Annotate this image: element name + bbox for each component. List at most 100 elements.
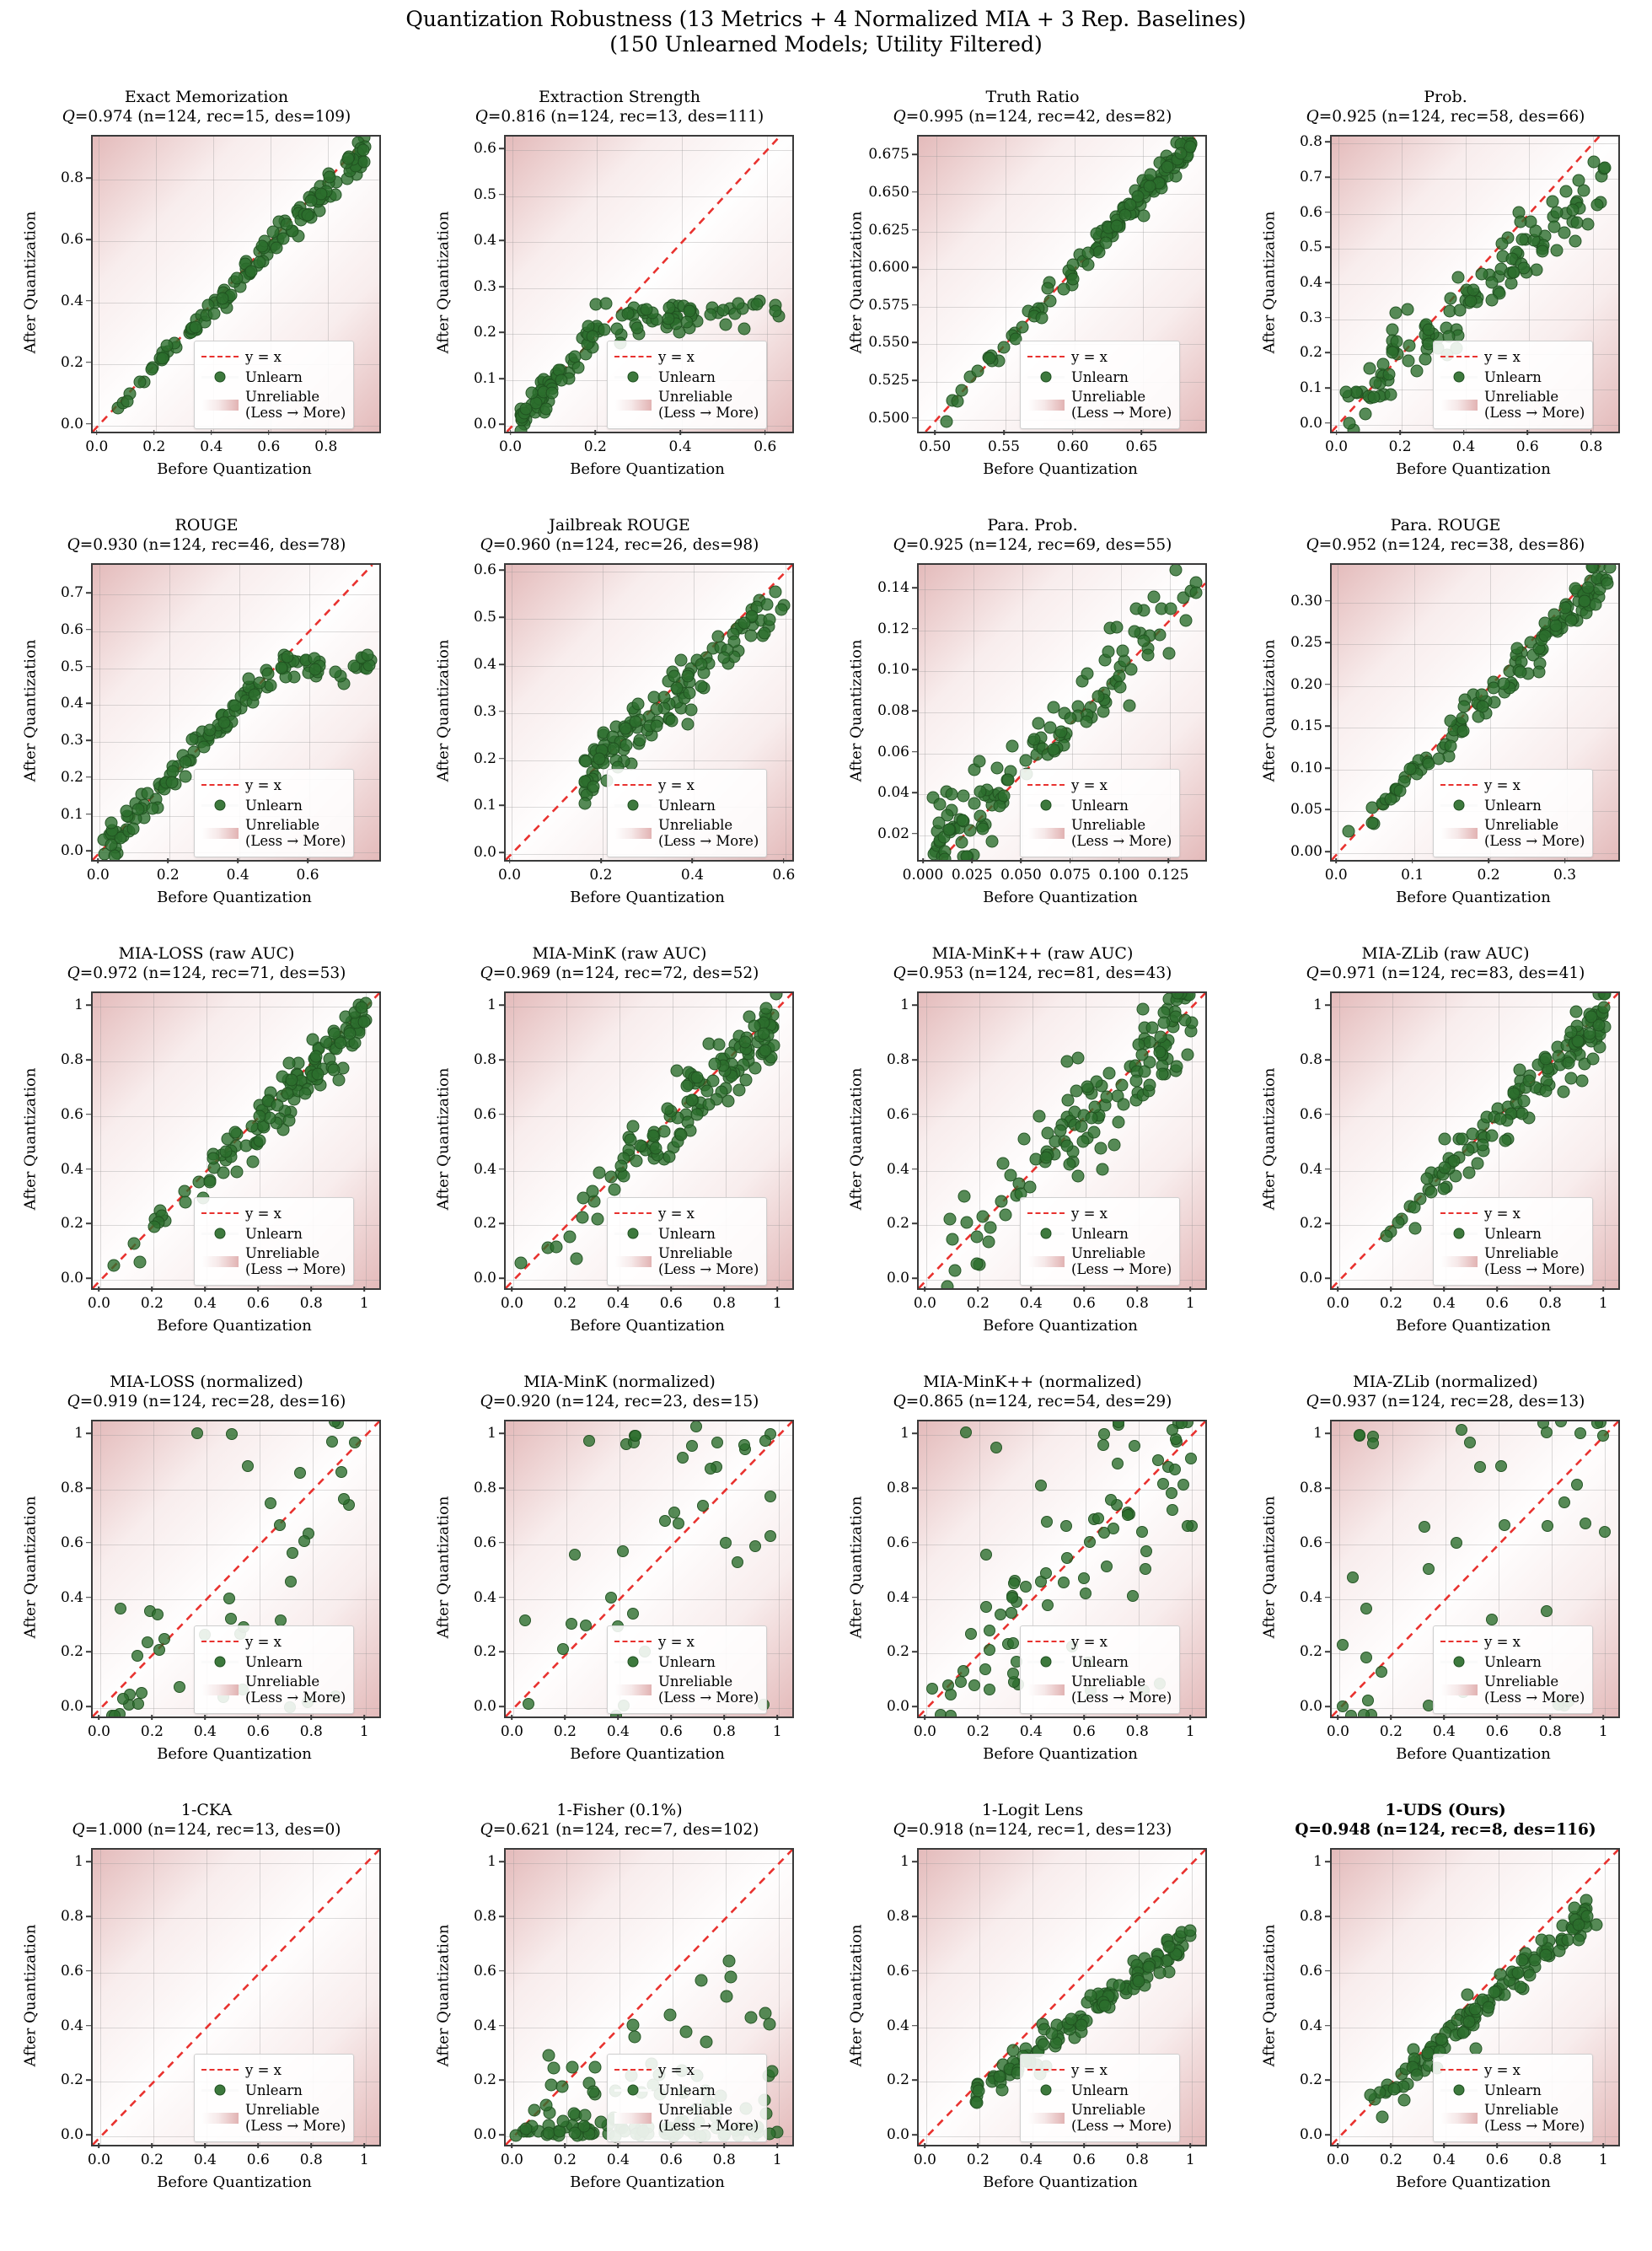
y-tick-label: 1 — [1313, 1853, 1322, 1871]
data-point — [1101, 1560, 1113, 1572]
data-point — [1494, 1459, 1507, 1472]
y-tick-label: 0.8 — [886, 1480, 909, 1497]
y-tick-label: 0.0 — [1299, 414, 1322, 432]
data-point — [764, 1490, 776, 1502]
y-tick-mark — [1325, 1861, 1330, 1862]
data-point — [1456, 712, 1469, 725]
data-point — [264, 679, 277, 692]
data-point — [1143, 1078, 1156, 1092]
y-tick-label: 0.8 — [60, 1908, 83, 1926]
legend-unreliable-shading-label: Unreliable (Less → More) — [658, 389, 759, 421]
legend: y = x Unlearn Unreliable (Less → More) — [1020, 1625, 1181, 1714]
subplot-title-2: Truth Ratio Q=0.995 (n=124, rec=42, des=8… — [826, 88, 1239, 126]
y-tick-label: 0.575 — [868, 296, 909, 314]
data-point — [361, 648, 374, 662]
data-point — [1098, 1428, 1111, 1441]
y-tick-label: 0.4 — [473, 1588, 496, 1606]
y-tick-mark — [912, 1596, 917, 1598]
x-tick-label: 1 — [359, 2152, 369, 2168]
x-tick-label: 0.6 — [246, 2152, 270, 2168]
data-point — [576, 1211, 589, 1224]
x-tick-label: 0.2 — [583, 438, 607, 455]
data-point — [519, 402, 533, 416]
data-point — [190, 1426, 203, 1439]
y-tick-label: 0.0 — [60, 2126, 83, 2144]
legend-unreliable-shading-swatch — [201, 1254, 239, 1269]
y-tick-mark — [499, 1915, 504, 1917]
x-axis-label: Before Quantization — [570, 889, 725, 906]
data-point — [1578, 594, 1591, 608]
x-tick-label: 0.2 — [966, 1295, 990, 1312]
subplot-stat-line: Q=0.918 (n=124, rec=1, des=123) — [893, 1821, 1172, 1839]
y-tick-mark — [86, 1706, 91, 1708]
x-tick-mark — [1526, 430, 1529, 435]
x-tick-label: 1 — [359, 1295, 369, 1312]
y-tick-mark — [499, 1651, 504, 1653]
x-tick-label: 0.0 — [913, 1295, 936, 1312]
data-point — [984, 1221, 997, 1234]
data-point — [108, 1709, 121, 1716]
y-tick-label: 1 — [74, 997, 83, 1014]
data-point — [578, 2109, 592, 2122]
data-point — [1597, 1001, 1611, 1014]
x-axis-label: Before Quantization — [1396, 2173, 1551, 2191]
y-tick-mark — [1325, 683, 1330, 685]
x-tick-label: 0.8 — [1125, 1723, 1149, 1740]
y-tick-label: 0.550 — [868, 334, 909, 352]
data-point — [944, 1688, 957, 1700]
x-tick-label: 0.4 — [193, 1295, 217, 1312]
legend-unreliable-shading-label: Unreliable (Less → More) — [245, 1673, 346, 1706]
data-point — [253, 255, 266, 269]
x-tick-mark — [204, 1715, 206, 1720]
y-tick-label: 0.6 — [886, 1105, 909, 1123]
y-tick-mark — [1325, 1277, 1330, 1280]
y-tick-mark — [1325, 352, 1330, 354]
y-tick-label: 0.4 — [886, 2017, 909, 2034]
x-tick-label: 0.2 — [1379, 2152, 1403, 2168]
data-point — [1070, 1084, 1083, 1098]
legend-identity-line-swatch — [201, 2062, 239, 2077]
data-point — [1438, 1132, 1451, 1146]
y-tick-mark — [912, 750, 917, 753]
x-tick-label: 0.025 — [951, 867, 993, 884]
y-tick-mark — [1325, 1059, 1330, 1061]
x-tick-mark — [1020, 858, 1022, 863]
data-point — [765, 2065, 779, 2078]
y-tick-mark — [499, 804, 504, 807]
x-tick-label: 0.2 — [966, 1723, 990, 1740]
data-point — [518, 1614, 531, 1626]
legend-unreliable-shading-label: Unreliable (Less → More) — [658, 1245, 759, 1277]
data-point — [717, 651, 731, 664]
y-tick-label: 1 — [74, 1425, 83, 1442]
y-tick-mark — [912, 833, 917, 835]
legend-unlearn-point-label: Unlearn — [245, 2082, 303, 2098]
x-tick-label: 0.2 — [1379, 1723, 1403, 1740]
y-tick-label: 0.10 — [877, 661, 909, 679]
legend-unreliable-shading-swatch — [614, 1254, 652, 1269]
data-point — [1039, 1151, 1053, 1164]
data-point — [327, 1063, 341, 1077]
data-point — [1462, 2015, 1476, 2028]
x-tick-mark — [594, 430, 597, 435]
x-tick-label: 0.4 — [668, 438, 692, 455]
legend: y = x Unlearn Unreliable (Less → More) — [607, 1197, 768, 1286]
x-tick-label: 0.2 — [966, 2152, 990, 2168]
x-axis-label: Before Quantization — [983, 889, 1138, 906]
x-axis-label: Before Quantization — [157, 889, 312, 906]
data-point — [1177, 1478, 1190, 1491]
data-point — [1344, 1709, 1357, 1716]
legend: y = x Unlearn Unreliable (Less → More) — [1433, 1625, 1594, 1714]
x-tick-mark — [1549, 2143, 1552, 2148]
data-point — [1063, 1158, 1076, 1171]
legend: y = x Unlearn Unreliable (Less → More) — [1433, 769, 1594, 857]
legend-identity-line-label: y = x — [658, 2061, 695, 2078]
legend-identity-line: y = x — [1027, 347, 1172, 367]
x-tick-mark — [1189, 1287, 1192, 1292]
y-tick-mark — [912, 627, 917, 630]
y-axis-label: After Quantization — [434, 1067, 453, 1211]
gridline-horizontal — [506, 150, 792, 152]
legend-unreliable-shading: Unreliable (Less → More) — [201, 1672, 346, 1707]
y-tick-mark — [912, 1059, 917, 1061]
x-tick-mark — [257, 1287, 260, 1292]
y-tick-mark — [912, 1168, 917, 1170]
